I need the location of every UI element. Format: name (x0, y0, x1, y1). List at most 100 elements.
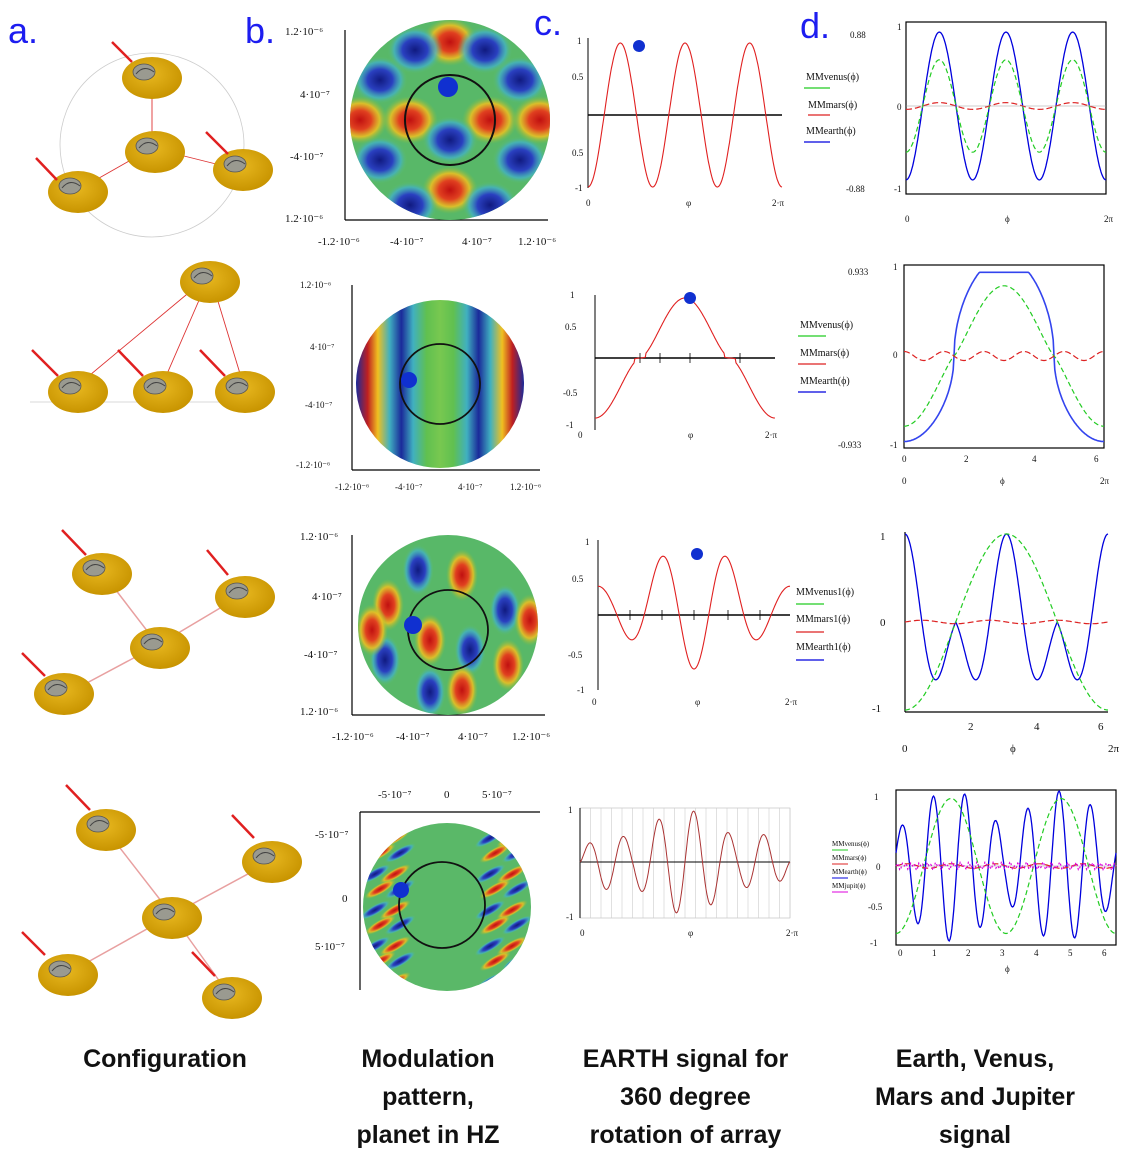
x-tick-label: 0 (902, 476, 907, 486)
y-tick-label: 5·10⁻⁷ (315, 941, 345, 953)
pattern-minimum (384, 951, 416, 971)
earth-curve (905, 31, 1107, 181)
y-tick-label: -0.5 (868, 902, 883, 912)
pattern-maximum (492, 639, 524, 691)
telescope-dish (75, 808, 137, 852)
pattern-maximum (364, 915, 396, 935)
y-tick-label: -1 (872, 703, 881, 715)
plot-frame (905, 21, 1107, 195)
x-tick-label: 4·10⁻⁷ (458, 731, 488, 743)
telescope-dish (37, 953, 99, 997)
x-tick-label: 1.2·10⁻⁶ (512, 731, 550, 743)
y-tick-label: -0.933 (838, 440, 862, 450)
x-tick-label: -4·10⁻⁷ (395, 482, 422, 492)
pattern-minimum (492, 56, 548, 104)
x-tick-label: 3 (1000, 948, 1005, 958)
x-tick-label: 5·10⁻⁷ (482, 789, 512, 801)
legend-label-earth: MMearth(ϕ) (800, 376, 850, 387)
y-tick-label: 1 (874, 792, 879, 802)
y-tick-label: 1 (880, 531, 886, 543)
column-header-a: a. (8, 10, 39, 51)
column-header-b: b. (245, 10, 276, 51)
y-tick-label: 1 (893, 262, 898, 272)
pattern-minimum (489, 584, 521, 636)
telescope-dish (179, 260, 241, 304)
modulation-map-row-4: -5·10⁻⁷ 0 5·10⁻⁷ -5·10⁻⁷ 0 5·10⁻⁷ (315, 789, 540, 991)
legend-label-earth: MMearth(ϕ) (832, 868, 867, 876)
plot-frame (903, 264, 1105, 449)
pattern-maximum (496, 900, 528, 920)
caption-all-signals: Earth, Venus, Mars and Jupiter signal (874, 1045, 1076, 1149)
pattern-maximum (379, 864, 411, 884)
x-tick-label: 0 (898, 948, 903, 958)
configuration-row-2 (30, 260, 276, 414)
pattern-maximum (496, 936, 528, 956)
y-tick-label: 4·10⁻⁷ (300, 89, 330, 101)
y-tick-label: 1.2·10⁻⁶ (300, 280, 331, 290)
pattern-minimum (387, 26, 443, 74)
x-tick-label: 0 (444, 789, 450, 801)
pattern-maximum (479, 915, 511, 935)
y-tick-label: 0.5 (565, 322, 577, 332)
legend-label-mars: MMmars(ϕ) (800, 348, 849, 359)
x-tick-label: 2·π (785, 697, 797, 707)
modulation-map-row-1: 1.2·10⁻⁶ 4·10⁻⁷ -4·10⁻⁷ 1.2·10⁻⁶ -1.2·10… (285, 20, 556, 248)
y-tick-label: -1 (577, 685, 585, 695)
pattern-minimum (402, 544, 434, 596)
x-tick-label: 0 (592, 697, 597, 707)
all-signals-row-3: 1 0 -1 0 2 4 6 2π ϕ MMvenus1(ϕ) MMmars1(… (796, 531, 1120, 755)
legend-label-venus: MMvenus(ϕ) (806, 72, 859, 83)
modulation-map-row-2: 1.2·10⁻⁶ 4·10⁻⁷ -4·10⁻⁷ -1.2·10⁻⁶ -1.2·1… (296, 280, 541, 492)
y-tick-label: 0 (893, 350, 898, 360)
y-tick-label: -1 (566, 420, 574, 430)
pattern-maximum (514, 594, 538, 646)
y-tick-label: 0.88 (850, 30, 866, 40)
pattern-maximum (446, 664, 478, 715)
legend-label-mars: MMmars(ϕ) (832, 854, 867, 862)
pattern-minimum (474, 936, 506, 956)
pattern-minimum (474, 900, 506, 920)
y-tick-label: -1 (894, 184, 902, 194)
x-tick-label: 0 (902, 454, 907, 464)
x-tick-label: 2·π (765, 430, 777, 440)
planet-marker (684, 292, 696, 304)
planet-marker (691, 548, 703, 560)
y-tick-label: 0 (876, 862, 881, 872)
y-tick-label: -1 (870, 938, 878, 948)
telescope-dish (141, 896, 203, 940)
x-tick-label: 2 (964, 454, 969, 464)
mars-curve (904, 350, 1104, 362)
x-tick-label: -4·10⁻⁷ (396, 731, 430, 743)
y-tick-label: 1 (570, 290, 575, 300)
telescope-dish (47, 170, 109, 214)
y-tick-label: -0.5 (568, 650, 583, 660)
pattern-minimum (474, 864, 506, 884)
x-tick-label: -4·10⁻⁷ (390, 236, 424, 248)
telescope-dish (132, 370, 194, 414)
x-tick-label: 0 (580, 928, 585, 938)
y-tick-label: -1 (575, 183, 583, 193)
y-tick-label: 0.933 (848, 267, 869, 277)
caption-configuration: Configuration (83, 1045, 247, 1073)
telescope-dish (201, 976, 263, 1020)
pattern-maximum (414, 614, 446, 666)
pattern-minimum (363, 972, 391, 991)
configuration-row-3 (21, 529, 276, 716)
planet-marker (393, 882, 409, 898)
x-tick-label: 4 (1034, 721, 1040, 733)
pattern-minimum (462, 181, 518, 220)
venus-curve (905, 59, 1107, 153)
earth-signal-row-2: 1 0.5 -0.5 -1 0 φ 2·π (563, 290, 777, 440)
incoming-light-arrows (21, 529, 229, 677)
telescope-dish (214, 370, 276, 414)
telescope-dish (241, 840, 303, 884)
earth-signal-curve (597, 555, 791, 670)
y-tick-label: 0 (342, 893, 348, 905)
incoming-light-arrows (35, 41, 229, 181)
x-tick-label: 4 (1032, 454, 1037, 464)
pattern-maximum (379, 900, 411, 920)
telescope-dish (47, 370, 109, 414)
x-axis-label: ϕ (1000, 476, 1005, 486)
y-tick-label: 1.2·10⁻⁶ (300, 706, 338, 718)
planet-marker (438, 77, 458, 97)
